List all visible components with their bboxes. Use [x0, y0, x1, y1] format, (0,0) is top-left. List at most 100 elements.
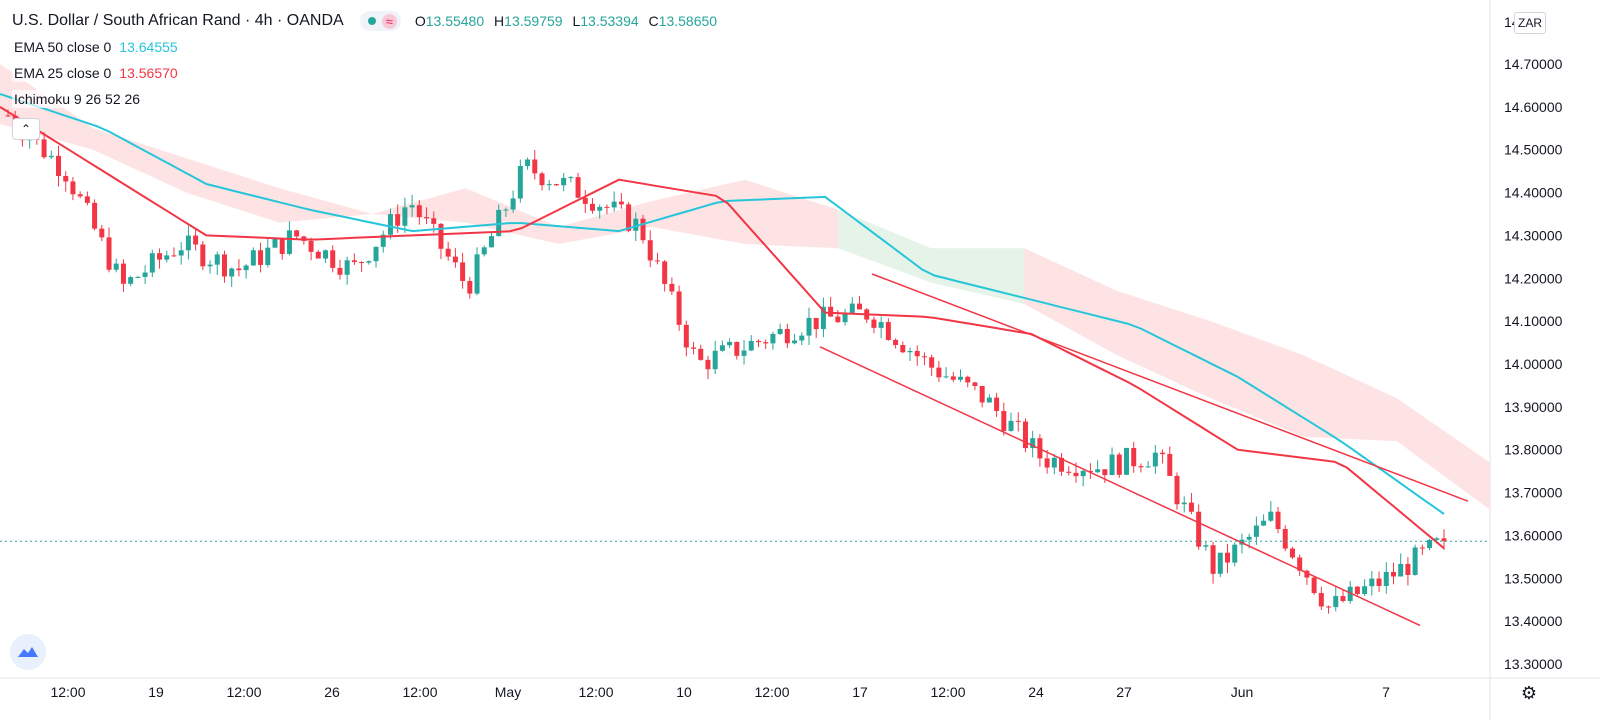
candle-body [734, 341, 740, 356]
candle-body [1145, 466, 1151, 468]
candle-body [597, 206, 603, 211]
candle-body [748, 340, 754, 351]
candle-body [510, 198, 516, 210]
candle-body [395, 214, 401, 226]
candle-body [344, 260, 350, 275]
y-tick-label: 14.30000 [1504, 227, 1563, 243]
candle-body [409, 205, 415, 208]
candle-body [1419, 547, 1425, 549]
candle-body [972, 382, 978, 386]
candle-body [568, 177, 574, 179]
channel-lower-line [819, 346, 1421, 627]
candle-body [1131, 447, 1137, 467]
candle-body [207, 264, 213, 267]
candle-body [1311, 577, 1317, 594]
candle-body [1376, 578, 1382, 586]
close-value: 13.58650 [658, 13, 718, 29]
candle-body [120, 263, 126, 284]
y-tick-label: 14.40000 [1504, 185, 1563, 201]
indicator-legend-ema25[interactable]: EMA 25 close 0 13.56570 [12, 64, 178, 82]
indicator-value: 13.56570 [119, 65, 178, 81]
candle-body [979, 385, 985, 403]
candle-body [914, 351, 920, 357]
indicator-legend-ema50[interactable]: EMA 50 close 0 13.64555 [12, 38, 178, 56]
candle-body [337, 267, 343, 275]
x-tick-label: May [495, 684, 521, 700]
candle-body [1030, 438, 1036, 449]
candle-body [294, 230, 300, 237]
candle-body [669, 283, 675, 292]
candle-body [727, 341, 733, 346]
candle-body [525, 159, 531, 167]
candle-body [1333, 596, 1339, 608]
y-tick-label: 13.80000 [1504, 442, 1563, 458]
ema50-line [0, 93, 1445, 515]
y-tick-label: 14.50000 [1504, 142, 1563, 158]
candle-body [1383, 571, 1389, 586]
candle-body [532, 159, 538, 174]
candle-body [647, 240, 653, 261]
y-tick-label: 13.40000 [1504, 613, 1563, 629]
candle-body [474, 254, 480, 294]
candle-body [1174, 475, 1180, 505]
candle-body [236, 268, 242, 271]
ichimoku-cloud-segment [93, 128, 187, 193]
candle-body [359, 262, 365, 264]
x-tick-label: 12:00 [930, 684, 965, 700]
candle-body [1354, 586, 1360, 594]
ichimoku-cloud-segment [931, 248, 1025, 304]
candle-body [157, 253, 163, 260]
x-tick-label: 12:00 [402, 684, 437, 700]
open-value: 13.55480 [425, 13, 485, 29]
candle-body [842, 312, 848, 323]
candle-body [1022, 421, 1028, 449]
market-open-dot-icon [367, 17, 376, 25]
open-label: O [414, 13, 426, 29]
candle-body [871, 319, 877, 328]
candle-body [950, 376, 956, 380]
candle-body [452, 256, 458, 263]
indicator-label: EMA 25 close 0 [12, 64, 114, 82]
symbol-name[interactable]: U.S. Dollar / South African Rand [12, 12, 241, 29]
candle-body [907, 351, 913, 353]
candle-body [1051, 457, 1057, 468]
candle-body [481, 247, 487, 255]
candle-body [1253, 525, 1259, 537]
candle-body [106, 237, 112, 270]
ichimoku-cloud-segment [1024, 248, 1118, 356]
indicator-legend-ichimoku[interactable]: Ichimoku 9 26 52 26 [12, 90, 143, 108]
ichimoku-cloud-segment [279, 188, 373, 223]
candle-body [654, 260, 660, 262]
candle-body [460, 262, 466, 281]
candle-body [770, 334, 776, 344]
candle-body [1059, 457, 1065, 472]
candle-body [1210, 545, 1216, 574]
high-label: H [494, 13, 505, 29]
candle-body [604, 206, 610, 208]
market-status-badge[interactable]: ≈ [359, 11, 401, 31]
tradingview-logo[interactable] [10, 634, 46, 670]
candle-body [965, 376, 971, 383]
header-separator: · [272, 12, 287, 29]
x-tick-label: 10 [676, 684, 692, 700]
channel-upper-line [871, 273, 1469, 502]
candle-body [315, 251, 321, 259]
currency-button[interactable]: ZAR [1514, 12, 1546, 34]
chevron-up-icon: ⌃ [20, 122, 32, 136]
x-tick-label: 7 [1382, 684, 1390, 700]
candle-body [56, 155, 62, 176]
ichimoku-cloud-segment [651, 179, 745, 244]
approx-icon: ≈ [381, 13, 397, 29]
x-tick-label: 26 [324, 684, 340, 700]
interval-label[interactable]: 4h [254, 12, 273, 29]
gear-icon[interactable]: ⚙ [1520, 683, 1538, 703]
collapse-legend-button[interactable]: ⌃ [12, 118, 40, 140]
candle-body [849, 303, 855, 313]
indicator-label: Ichimoku 9 26 52 26 [12, 90, 143, 108]
candle-body [1232, 544, 1238, 563]
candle-body [835, 316, 841, 323]
candle-body [200, 244, 206, 267]
ichimoku-cloud-segment [465, 188, 559, 244]
candle-body [142, 272, 148, 277]
